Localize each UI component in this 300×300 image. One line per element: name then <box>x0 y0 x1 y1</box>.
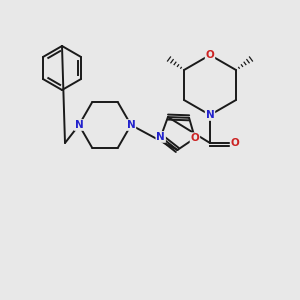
Text: N: N <box>127 120 135 130</box>
Text: O: O <box>231 138 239 148</box>
Text: O: O <box>190 133 199 143</box>
Text: N: N <box>75 120 83 130</box>
Text: N: N <box>156 132 165 142</box>
Text: O: O <box>206 50 214 60</box>
Text: N: N <box>206 110 214 120</box>
